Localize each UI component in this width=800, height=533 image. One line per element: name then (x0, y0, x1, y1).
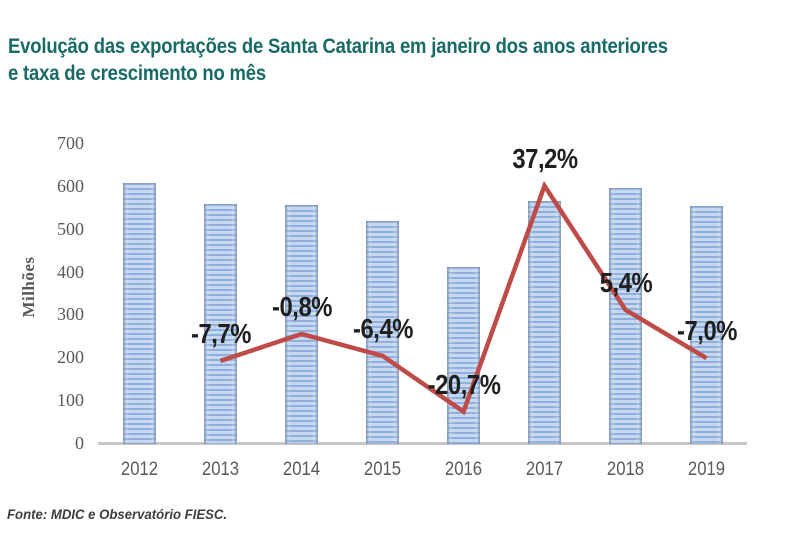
x-tick-2012: 2012 (120, 459, 159, 480)
y-axis-title: Milhões (19, 256, 38, 318)
x-tick-2019: 2019 (687, 459, 726, 480)
x-axis-ticks: 2012 2013 2014 2015 2016 2017 2018 2019 (0, 459, 800, 485)
chart-title: Evolução das exportações de Santa Catari… (8, 33, 668, 87)
growth-label-2015: -6,4% (352, 312, 413, 344)
growth-label-2017: 37,2% (511, 142, 578, 174)
y-tick-100: 100 (57, 390, 84, 411)
bar-2013 (204, 203, 237, 444)
chart-title-line2: e taxa de crescimento no mês (8, 62, 267, 85)
x-tick-2014: 2014 (282, 459, 321, 480)
x-tick-2017: 2017 (525, 459, 564, 480)
x-tick-2018: 2018 (606, 459, 645, 480)
growth-label-2018: 5,4% (599, 266, 652, 298)
x-axis-line (98, 442, 747, 445)
growth-label-2013: -7,7% (190, 317, 251, 349)
growth-label-2016: -20,7% (427, 368, 500, 400)
y-tick-300: 300 (57, 304, 84, 325)
growth-label-2014: -0,8% (271, 291, 332, 322)
x-tick-2013: 2013 (201, 459, 240, 480)
bar-2014 (285, 205, 318, 444)
growth-line (219, 180, 708, 416)
growth-line-path (219, 180, 708, 416)
y-tick-400: 400 (57, 261, 84, 282)
bar-2019 (690, 206, 723, 444)
bar-2015 (366, 220, 399, 444)
bar-2017 (528, 201, 561, 444)
x-tick-2016: 2016 (444, 459, 483, 480)
y-axis-ticks: 0 100 200 300 400 500 600 700 (40, 0, 84, 533)
y-tick-600: 600 (57, 175, 84, 196)
x-tick-2015: 2015 (363, 459, 402, 480)
growth-label-2019: -7,0% (676, 315, 737, 347)
y-tick-700: 700 (57, 133, 84, 153)
bar-2016 (447, 267, 480, 444)
y-tick-0: 0 (75, 433, 84, 453)
bar-2012 (123, 183, 156, 444)
source-note: Fonte: MDIC e Observatório FIESC. (7, 506, 228, 522)
chart-title-line1: Evolução das exportações de Santa Catari… (8, 35, 668, 58)
y-tick-500: 500 (57, 218, 84, 239)
y-tick-200: 200 (57, 347, 84, 368)
plot-area: -7,7% -0,8% -6,4% -20,7% 37,2% 5,4% -7,0% (98, 142, 747, 445)
